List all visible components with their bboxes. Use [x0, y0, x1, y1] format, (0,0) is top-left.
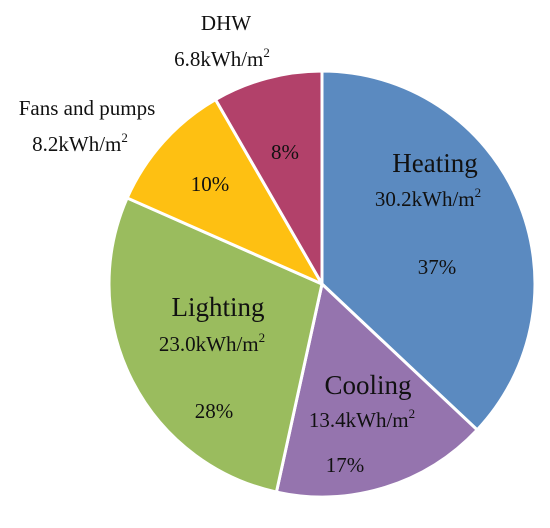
- fans-pumps-label-group: Fans and pumps 8.2kWh/m2 10%: [19, 96, 230, 196]
- cooling-label-group: Cooling 13.4kWh/m2 17%: [309, 370, 415, 477]
- slice-name-lighting: Lighting: [172, 292, 265, 322]
- slice-value-heating: 30.2kWh/m2: [375, 185, 481, 211]
- slice-percent-dhw: 8%: [271, 140, 299, 164]
- dhw-label-group: DHW 6.8kWh/m2 8%: [174, 11, 299, 164]
- slice-name-dhw: DHW: [201, 11, 251, 35]
- pie-slice-dhw: [214, 69, 324, 286]
- slice-name-heating: Heating: [392, 148, 477, 178]
- slice-value-fans-pumps: 8.2kWh/m2: [32, 130, 128, 156]
- lighting-label-group: Lighting 23.0kWh/m2 28%: [159, 292, 265, 423]
- slice-percent-lighting: 28%: [195, 399, 234, 423]
- slice-name-fans-pumps: Fans and pumps: [19, 96, 156, 120]
- slice-value-lighting: 23.0kWh/m2: [159, 330, 265, 356]
- slice-name-cooling: Cooling: [324, 370, 411, 400]
- pie-slice-cooling: [274, 282, 479, 499]
- slice-value-cooling: 13.4kWh/m2: [309, 406, 415, 432]
- pie-slice-heating: [320, 69, 537, 432]
- pie-slice-lighting: [107, 196, 324, 494]
- slice-percent-cooling: 17%: [326, 453, 365, 477]
- pie-slices: [107, 69, 537, 499]
- pie-slice-fans-and-pumps: [125, 98, 324, 286]
- slice-value-dhw: 6.8kWh/m2: [174, 45, 270, 71]
- heating-label-group: Heating 30.2kWh/m2 37%: [375, 148, 481, 279]
- slice-percent-heating: 37%: [418, 255, 457, 279]
- slice-percent-fans-pumps: 10%: [191, 172, 230, 196]
